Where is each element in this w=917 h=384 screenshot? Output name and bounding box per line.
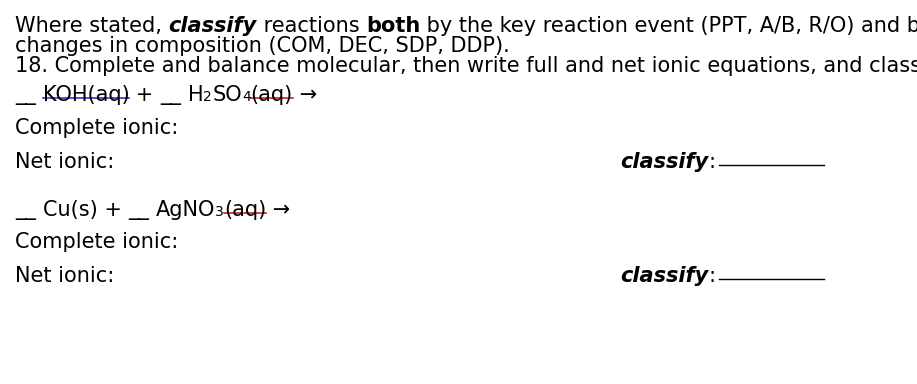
Text: reactions: reactions [257, 16, 366, 36]
Text: :: : [708, 266, 715, 286]
Text: KOH(aq): KOH(aq) [42, 85, 129, 105]
Text: Net ionic:: Net ionic: [15, 266, 115, 286]
Text: (aq): (aq) [224, 200, 266, 220]
Text: Complete ionic:: Complete ionic: [15, 118, 178, 138]
Text: Cu(s) +: Cu(s) + [42, 200, 128, 220]
Text: AgNO: AgNO [156, 200, 215, 220]
Text: 4: 4 [242, 90, 250, 104]
Text: (aq): (aq) [250, 85, 293, 105]
Text: __: __ [15, 200, 36, 220]
Text: __: __ [15, 85, 36, 105]
Text: H: H [188, 85, 204, 105]
Text: →: → [266, 200, 291, 220]
Text: classify: classify [620, 266, 708, 286]
Text: :: : [708, 152, 715, 172]
Text: changes in composition (COM, DEC, SDP, DDP).: changes in composition (COM, DEC, SDP, D… [15, 36, 510, 56]
Text: 18. Complete and balance molecular, then write full and net ionic equations, and: 18. Complete and balance molecular, then… [15, 56, 917, 76]
Text: 2: 2 [204, 90, 212, 104]
Text: SO: SO [212, 85, 242, 105]
Text: 3: 3 [215, 205, 224, 219]
Text: →: → [293, 85, 317, 105]
Text: by the key reaction event (PPT, A/B, R/O) and by the: by the key reaction event (PPT, A/B, R/O… [420, 16, 917, 36]
Text: Complete ionic:: Complete ionic: [15, 232, 178, 252]
Text: both: both [366, 16, 420, 36]
Text: __: __ [128, 200, 149, 220]
Text: Net ionic:: Net ionic: [15, 152, 115, 172]
Text: Where stated,: Where stated, [15, 16, 169, 36]
Text: __: __ [160, 85, 182, 105]
Text: classify: classify [620, 152, 708, 172]
Text: classify: classify [169, 16, 257, 36]
Text: +: + [129, 85, 160, 105]
